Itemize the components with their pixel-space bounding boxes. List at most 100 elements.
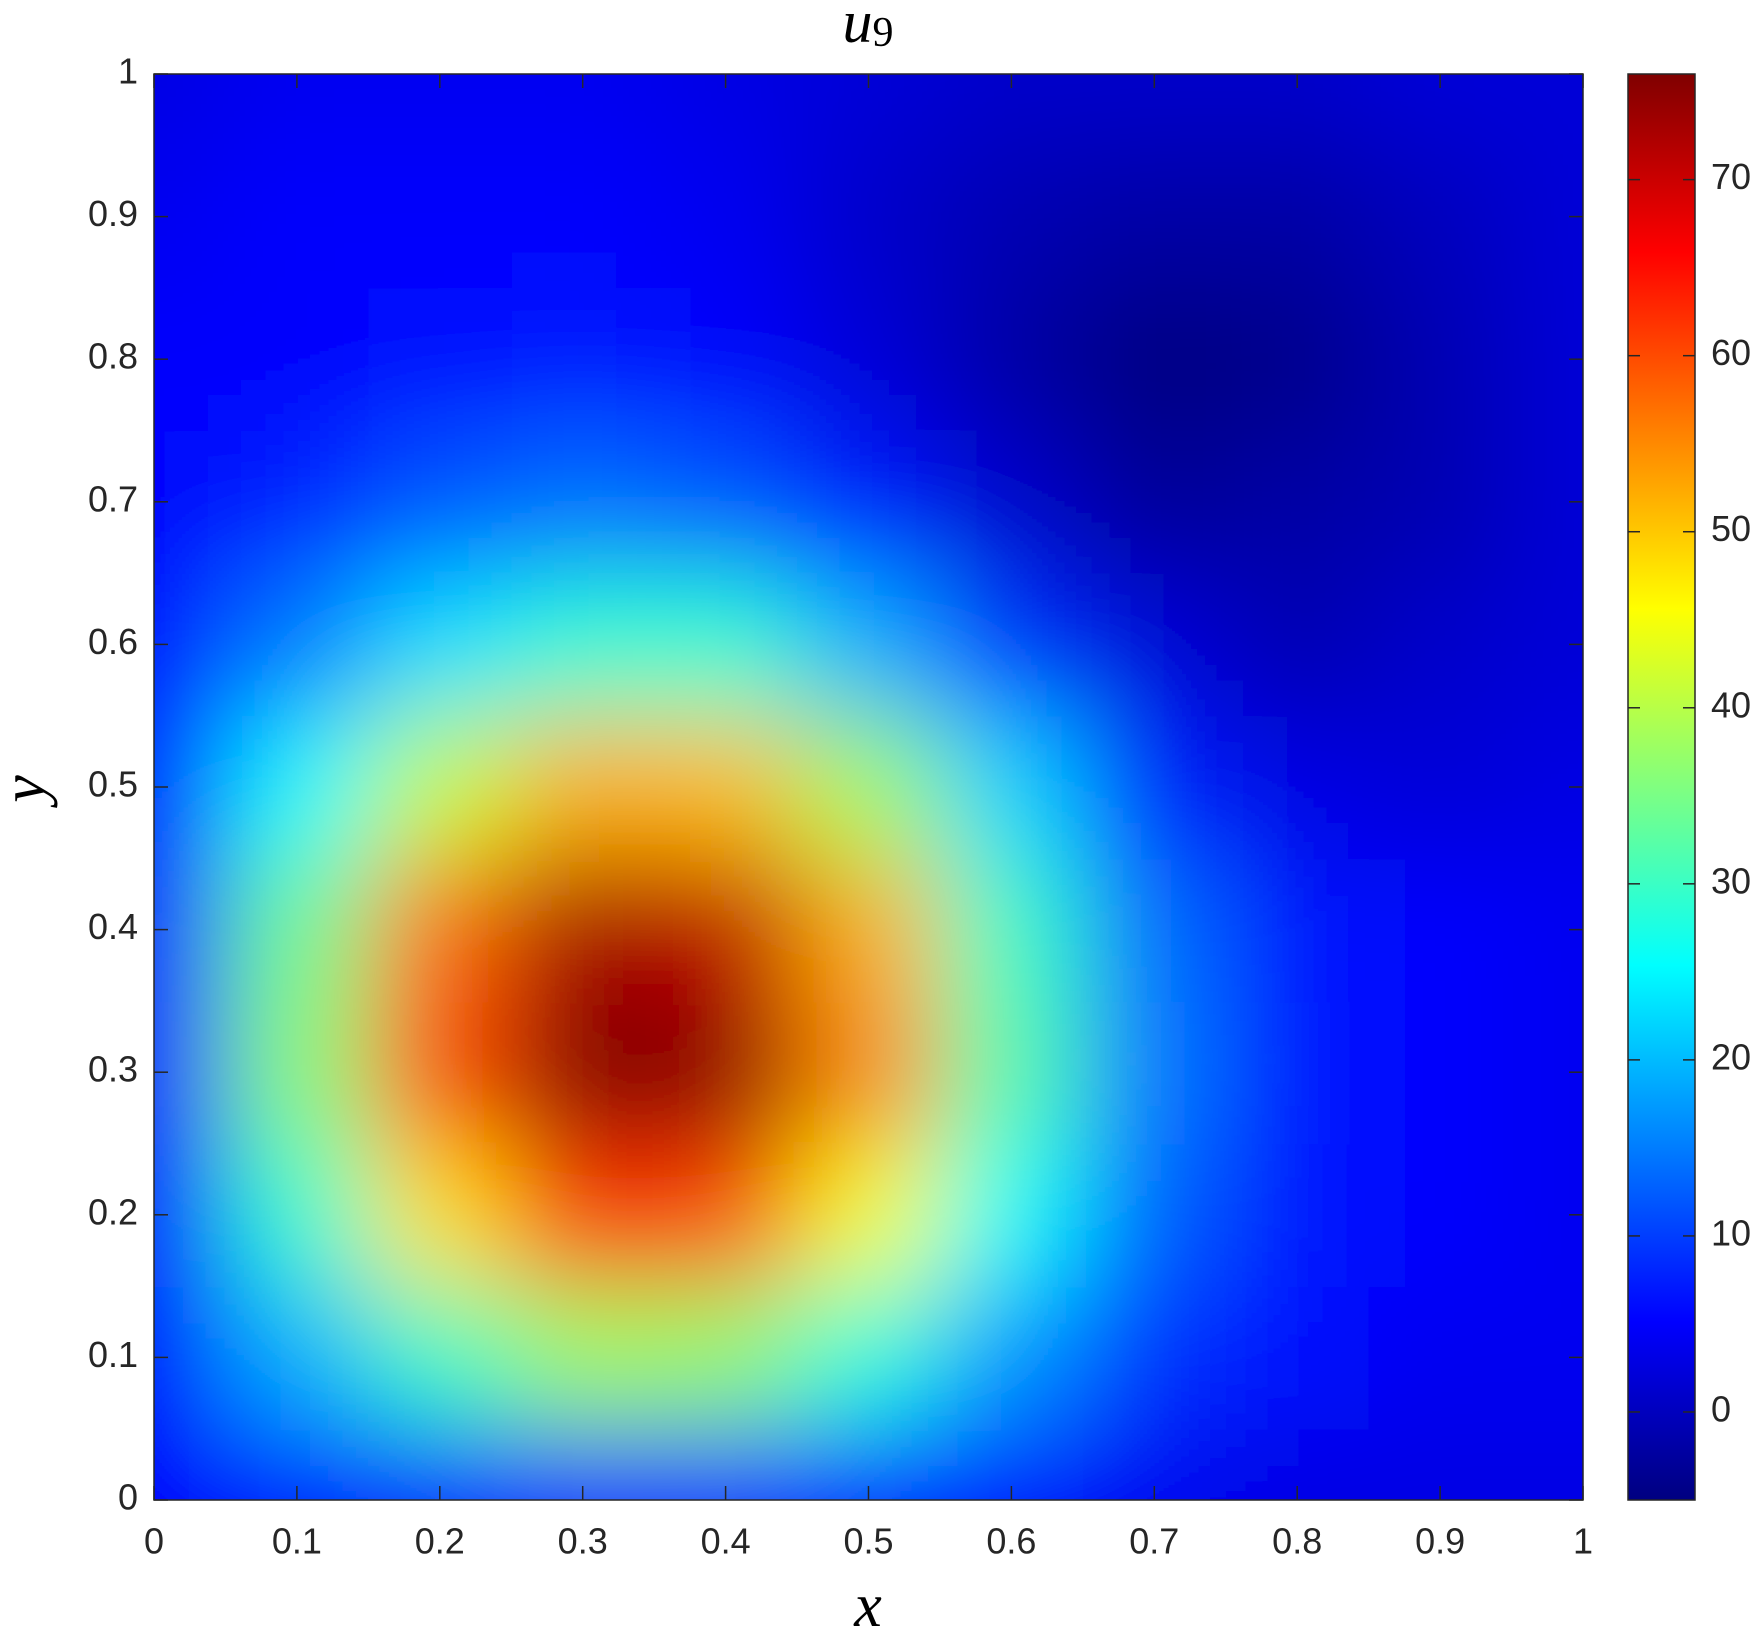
heatmap-cell [154, 1428, 227, 1500]
heatmap-cell [511, 145, 656, 289]
x-tick-label: 0.4 [701, 1521, 751, 1562]
heatmap-cell [368, 1143, 513, 1288]
heatmap-cell [1225, 145, 1370, 289]
heatmap-cell [225, 430, 370, 575]
x-tick-label: 0.3 [558, 1521, 608, 1562]
heatmap-cell [511, 287, 656, 432]
heatmap-cell [797, 145, 941, 289]
y-tick-label: 0.7 [88, 478, 138, 519]
x-tick-label: 0.6 [986, 1521, 1036, 1562]
colorbar-tick-label: 50 [1711, 508, 1751, 549]
heatmap-cell [654, 74, 799, 147]
heatmap-cell [1225, 573, 1370, 717]
chart-title: u9 [843, 0, 894, 56]
heatmap-cell [797, 1286, 941, 1430]
heatmap-cell [1368, 145, 1513, 289]
heatmap-cell [368, 145, 513, 289]
heatmap-cell [368, 287, 513, 432]
heatmap-cell [511, 74, 656, 147]
heatmap-cell [1082, 430, 1227, 575]
heatmap-cell [797, 430, 941, 575]
colorbar-tick-label: 30 [1711, 860, 1751, 901]
heatmap-cell [1082, 1000, 1227, 1145]
heatmap-cell [654, 1286, 799, 1430]
heatmap-cell [368, 74, 513, 147]
heatmap-cell [1225, 287, 1370, 432]
heatmap-cell [797, 573, 941, 717]
heatmap-cell [1368, 573, 1513, 717]
heatmap-cell [797, 1000, 941, 1145]
heatmap-cell [1511, 74, 1583, 147]
heatmap-cell [1225, 430, 1370, 575]
y-tick-label: 0 [118, 1477, 138, 1518]
heatmap-cell [654, 858, 799, 1002]
heatmap-cell [1082, 858, 1227, 1002]
heatmap-cell [1082, 573, 1227, 717]
heatmap-cell [1368, 287, 1513, 432]
heatmap-cell [511, 1143, 656, 1288]
heatmap-cell [225, 573, 370, 717]
heatmap-cell [1368, 1143, 1513, 1288]
heatmap-cell [797, 858, 941, 1002]
heatmap-cell [1225, 1000, 1370, 1145]
y-tick-label: 0.5 [88, 764, 138, 805]
heatmap-cell [654, 1000, 799, 1145]
heatmap-cell [511, 573, 656, 717]
colorbar-tick-label: 40 [1711, 684, 1751, 725]
heatmap-cell [225, 74, 370, 147]
heatmap-cell [1225, 74, 1370, 147]
heatmap-cell [1082, 1143, 1227, 1288]
x-tick-label: 0 [144, 1521, 164, 1562]
heatmap-cell [1225, 715, 1370, 860]
colorbar-tick-label: 10 [1711, 1212, 1751, 1253]
heatmap-cell [797, 287, 941, 432]
heatmap-cell [939, 287, 1084, 432]
x-tick-label: 0.9 [1415, 1521, 1465, 1562]
heatmap-cell [1225, 1143, 1370, 1288]
heatmap-cell [1368, 1286, 1513, 1430]
heatmap-cell [797, 715, 941, 860]
heatmap-cell [225, 287, 370, 432]
heatmap-cell [654, 145, 799, 289]
heatmap-cell [511, 858, 656, 1002]
heatmap-cell [939, 1000, 1084, 1145]
heatmap-cell [654, 573, 799, 717]
heatmap-cell [1511, 1428, 1583, 1500]
heatmap-cell [368, 1000, 513, 1145]
y-tick-label: 1 [118, 51, 138, 92]
heatmap-cell [511, 715, 656, 860]
colorbar [1627, 73, 1696, 1501]
title-subscript: 9 [873, 10, 894, 56]
y-axis-label: y [0, 775, 58, 809]
heatmap-cell [939, 145, 1084, 289]
y-tick-label: 0.1 [88, 1334, 138, 1375]
heatmap-cell [511, 1286, 656, 1430]
x-tick-label: 0.5 [843, 1521, 893, 1562]
x-tick-label: 1 [1573, 1521, 1593, 1562]
heatmap-cell [368, 573, 513, 717]
heatmap-cell [154, 74, 227, 147]
heatmap-cell [1082, 145, 1227, 289]
colorbar-tick-label: 20 [1711, 1036, 1751, 1077]
x-tick-label: 0.2 [415, 1521, 465, 1562]
x-tick-label: 0.1 [272, 1521, 322, 1562]
heatmap-cell [654, 715, 799, 860]
heatmap-cell [1225, 1286, 1370, 1430]
title-base: u [843, 0, 873, 55]
heatmap-cell [1368, 1000, 1513, 1145]
heatmap-cell [939, 74, 1084, 147]
heatmap-cell [511, 1000, 656, 1145]
y-tick-label: 0.4 [88, 906, 138, 947]
heatmap-cell [1368, 430, 1513, 575]
heatmap-cell [225, 1286, 370, 1430]
heatmap-cell [939, 1286, 1084, 1430]
y-tick-label: 0.6 [88, 621, 138, 662]
heatmap-cell [797, 1143, 941, 1288]
heatmap-cell [939, 858, 1084, 1002]
heatmap-cell [1082, 287, 1227, 432]
y-tick-label: 0.8 [88, 336, 138, 377]
heatmap-cell [1082, 74, 1227, 147]
